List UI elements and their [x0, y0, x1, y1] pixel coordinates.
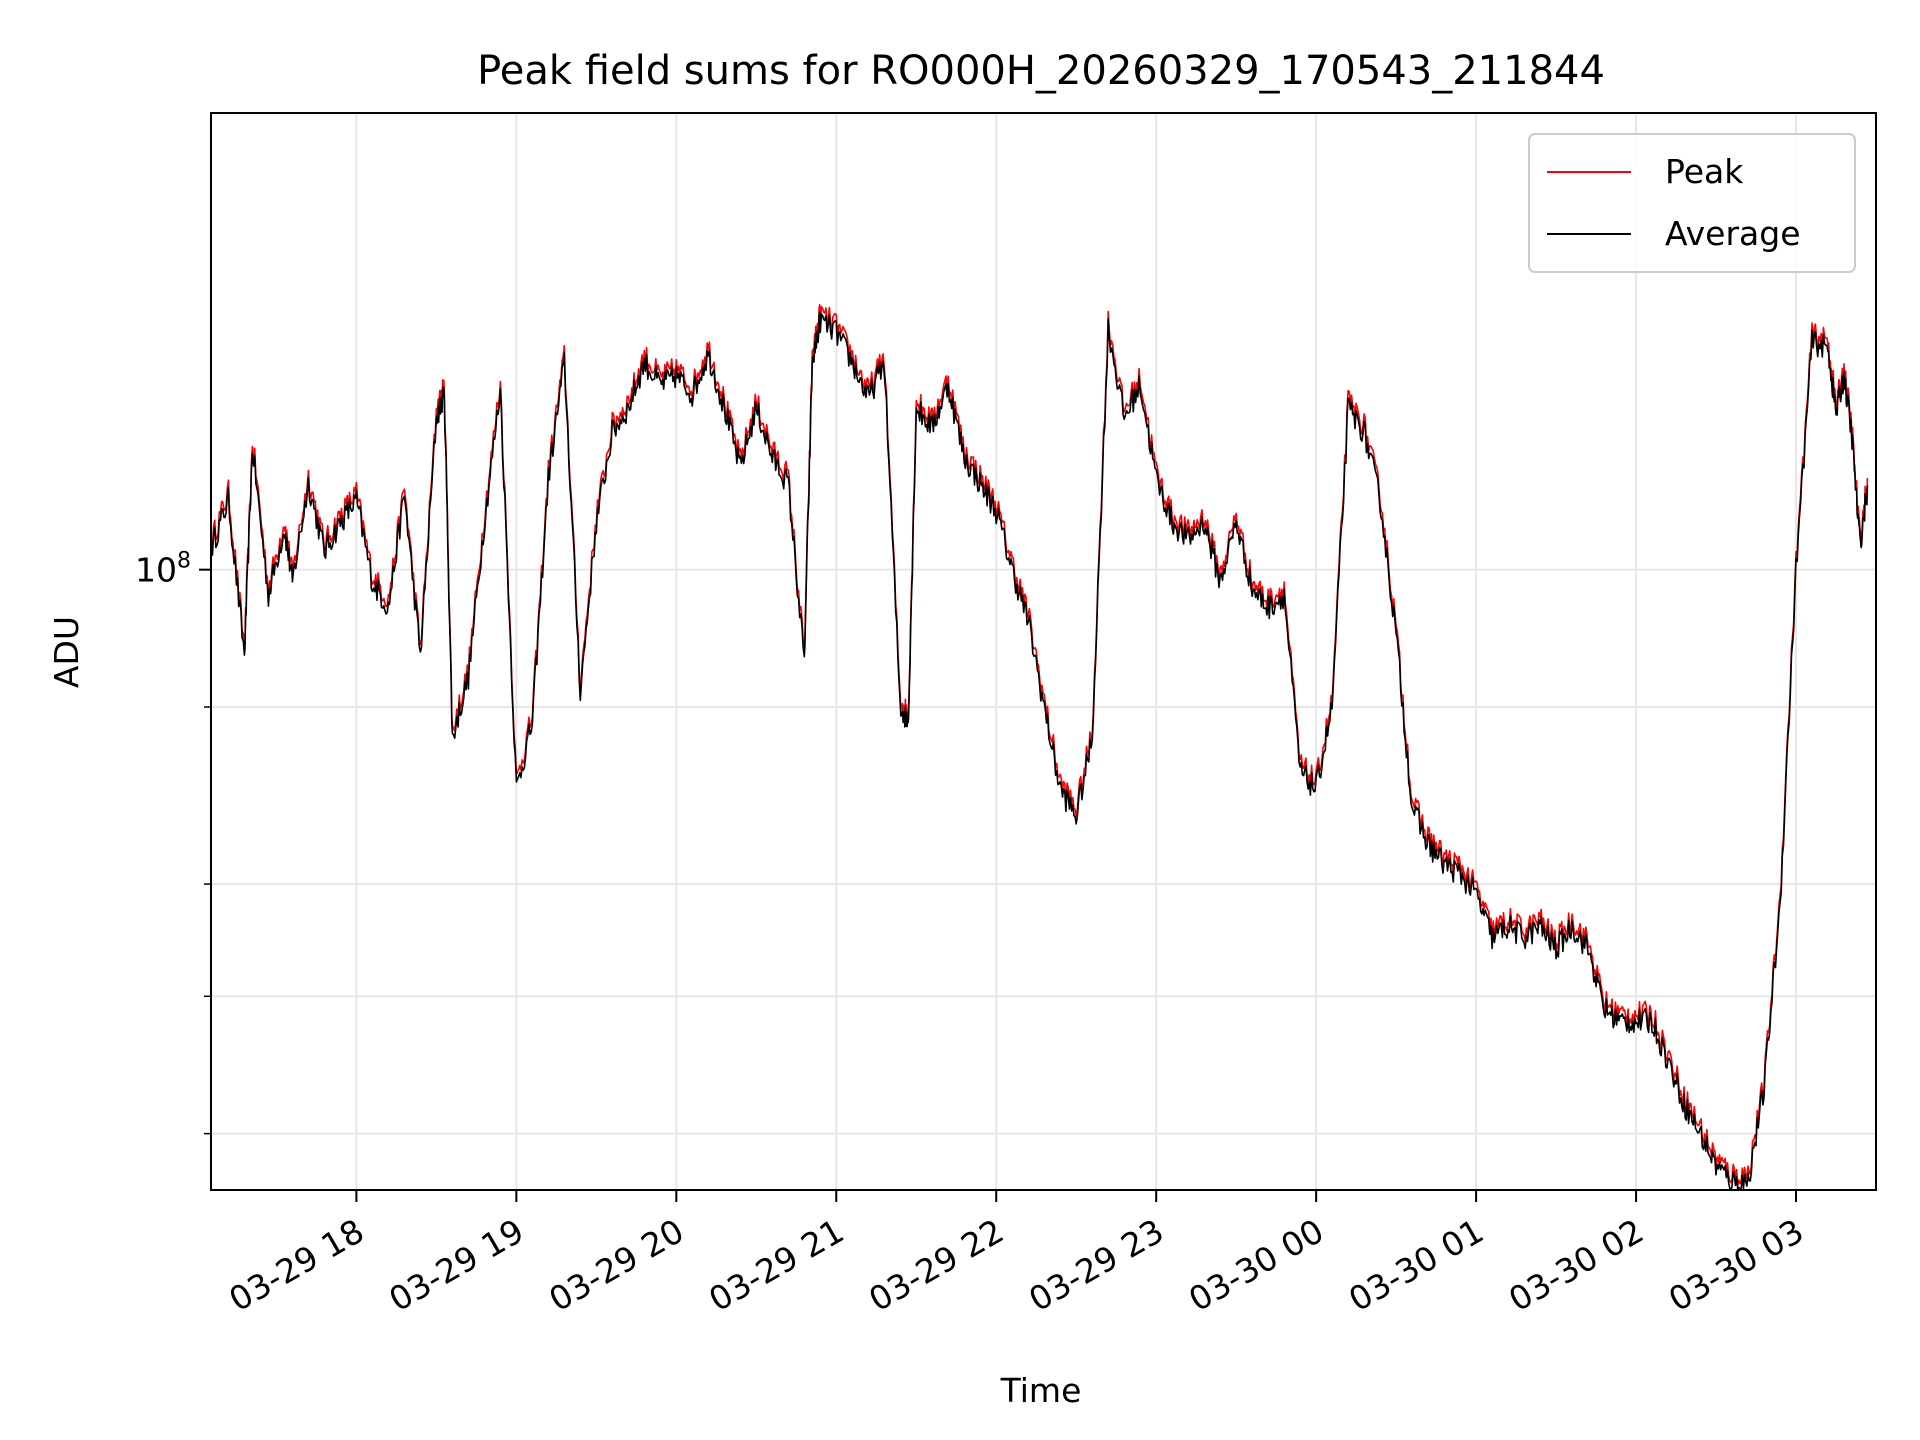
- plot-series: [211, 304, 1869, 1191]
- y-tick-label: 108: [135, 549, 191, 590]
- x-axis-label: Time: [1000, 1371, 1082, 1410]
- series-line-average: [211, 311, 1869, 1191]
- plot-frame: [210, 112, 1877, 1191]
- grid: [211, 113, 1876, 1190]
- legend: Peak Average: [1528, 133, 1856, 273]
- y-axis-label: ADU: [47, 616, 86, 688]
- chart-title: Peak field sums for RO000H_20260329_1705…: [477, 48, 1605, 94]
- legend-peak-label: Peak: [1665, 152, 1744, 191]
- legend-box: [1528, 133, 1856, 273]
- legend-average-label: Average: [1665, 214, 1801, 253]
